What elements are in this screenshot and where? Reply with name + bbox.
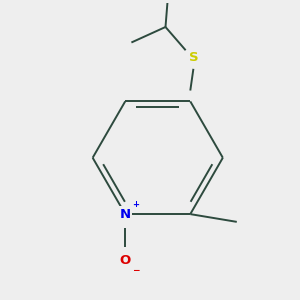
Text: S: S <box>189 52 198 64</box>
Text: N: N <box>120 208 131 220</box>
Text: +: + <box>132 200 139 208</box>
Text: −: − <box>132 266 140 275</box>
Text: O: O <box>120 254 131 267</box>
